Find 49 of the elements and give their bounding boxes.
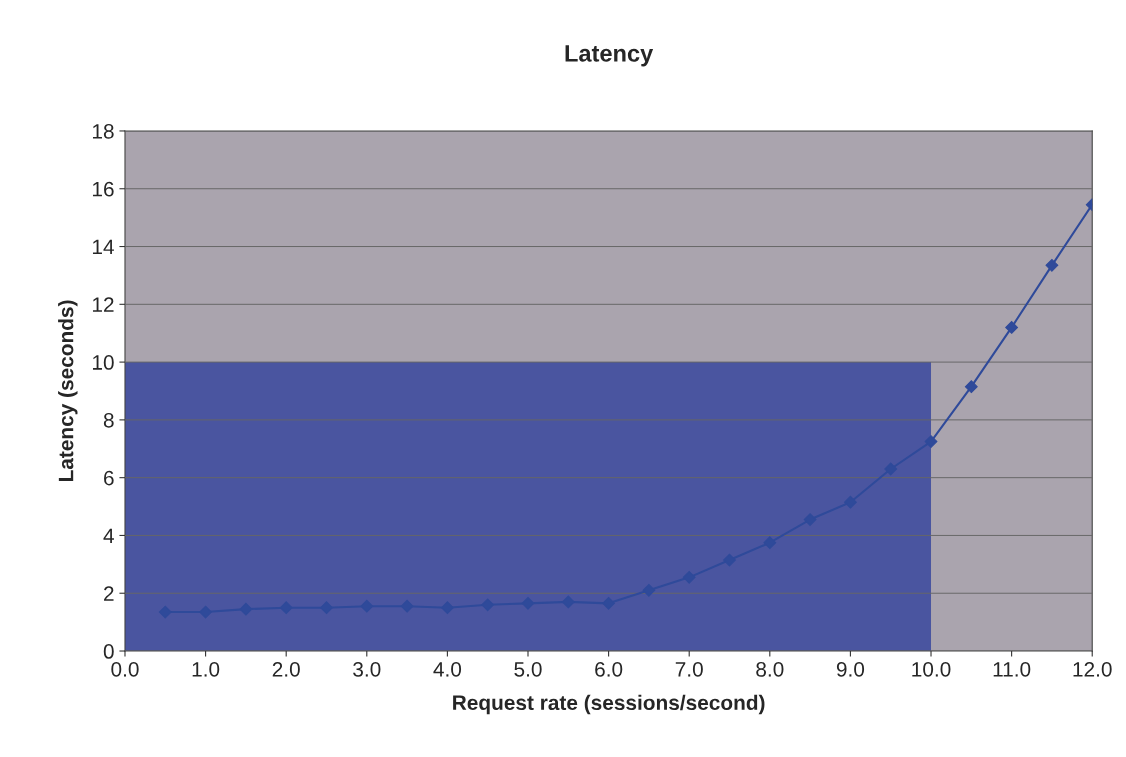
point bbox=[481, 598, 495, 612]
x-tick-label: 12.0 bbox=[1073, 661, 1112, 677]
x-tick-label: 7.0 bbox=[675, 661, 703, 677]
point bbox=[723, 553, 736, 567]
point bbox=[642, 583, 656, 597]
point bbox=[964, 380, 978, 394]
x-tick-label: 11.0 bbox=[993, 661, 1031, 677]
point bbox=[884, 462, 898, 476]
x-tick-label: 5.0 bbox=[514, 661, 542, 677]
y-tick-label: 18 bbox=[92, 123, 114, 139]
x-tick-label: 9.0 bbox=[836, 661, 865, 677]
y-tick-label: 16 bbox=[92, 181, 114, 197]
x-tick-label: 3.0 bbox=[353, 661, 381, 677]
point bbox=[1045, 258, 1059, 272]
point bbox=[279, 601, 293, 615]
point bbox=[682, 570, 696, 584]
point bbox=[763, 536, 777, 550]
y-tick-label: 10 bbox=[92, 355, 114, 370]
x-tick-label: 10.0 bbox=[912, 661, 951, 677]
x-tick-label: 1.0 bbox=[192, 661, 220, 677]
point bbox=[320, 601, 333, 615]
y-tick-label: 4 bbox=[103, 528, 114, 543]
x-tick-label: 8.0 bbox=[756, 661, 784, 677]
y-tick-label: 0 bbox=[103, 644, 114, 659]
y-tick-label: 2 bbox=[104, 586, 114, 601]
chart-title: Latency bbox=[565, 45, 654, 67]
point bbox=[803, 513, 817, 526]
point bbox=[400, 599, 414, 613]
x-tick-label: 2.0 bbox=[272, 661, 300, 677]
point bbox=[924, 435, 938, 448]
point bbox=[199, 605, 212, 619]
point bbox=[440, 601, 454, 615]
point bbox=[561, 595, 575, 609]
point bbox=[239, 602, 253, 616]
point bbox=[844, 495, 857, 509]
y-tick-label: 6 bbox=[104, 470, 114, 486]
y-tick-label: 12 bbox=[92, 297, 114, 312]
point bbox=[1005, 321, 1019, 334]
y-tick-label: 14 bbox=[92, 239, 114, 255]
x-tick-label: 0.0 bbox=[111, 661, 139, 677]
x-tick-label: 6.0 bbox=[595, 661, 623, 677]
point bbox=[602, 596, 616, 610]
x-axis-title: Request rate (sessions/second) bbox=[453, 694, 765, 715]
y-axis-title: Latency (seconds) bbox=[58, 300, 78, 482]
y-tick-label: 8 bbox=[103, 412, 114, 428]
x-tick-label: 4.0 bbox=[433, 661, 462, 677]
point bbox=[158, 605, 172, 619]
point bbox=[521, 596, 535, 610]
point bbox=[360, 599, 374, 613]
